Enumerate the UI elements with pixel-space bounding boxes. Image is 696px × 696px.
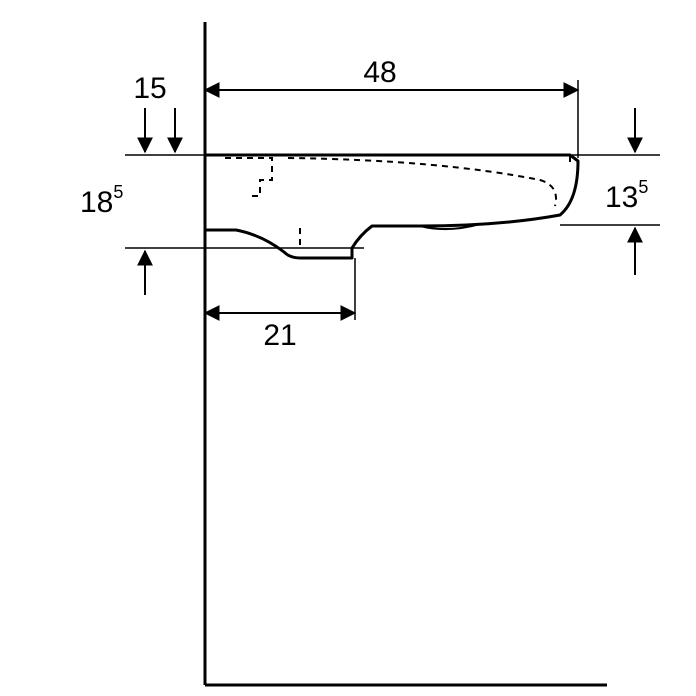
basin-outline <box>205 155 578 258</box>
dim-185-label: 185 <box>80 182 123 219</box>
dim-21: 21 <box>205 313 355 352</box>
dim-135: 135 <box>605 108 648 275</box>
dim-135-label: 135 <box>605 177 648 214</box>
technical-drawing: 48 15 185 135 21 <box>0 0 696 696</box>
dim-48-label: 48 <box>363 56 396 89</box>
dim-21-label: 21 <box>263 319 296 352</box>
dim-48: 48 <box>205 56 578 90</box>
dim-15-label: 15 <box>133 72 166 105</box>
dim-185: 185 <box>80 108 195 295</box>
basin-hidden-lines <box>225 158 556 248</box>
